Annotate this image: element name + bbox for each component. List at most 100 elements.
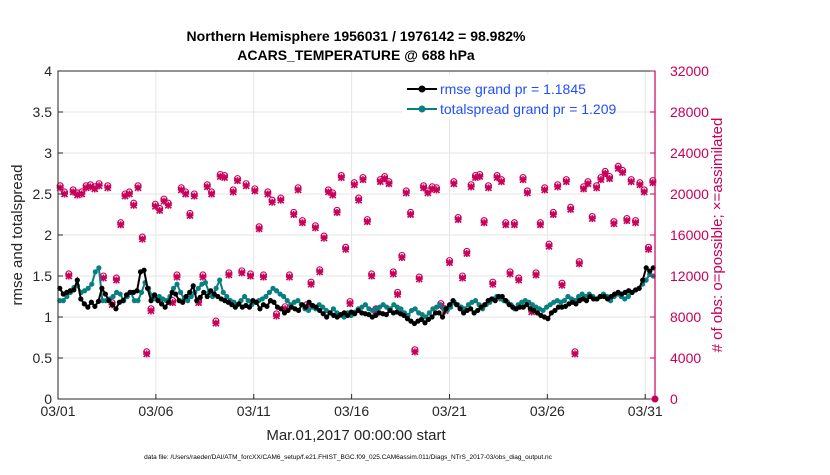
- assimilated-obs-point: [177, 186, 185, 194]
- assimilated-obs-point: [238, 269, 246, 277]
- legend-rmse-marker: [418, 85, 426, 93]
- assimilated-obs-point: [480, 219, 488, 227]
- totalspread-point: [540, 307, 546, 314]
- rmse-point: [418, 316, 425, 323]
- rmse-point: [383, 311, 389, 318]
- totalspread-point: [89, 281, 95, 287]
- rmse-point: [457, 306, 463, 312]
- totalspread-point: [398, 306, 404, 312]
- rmse-point: [204, 293, 210, 300]
- right-y-tick-label: 0: [670, 391, 678, 407]
- assimilated-obs-point: [536, 221, 544, 229]
- assimilated-obs-point: [381, 175, 389, 183]
- totalspread-point: [263, 293, 269, 300]
- assimilated-obs-point: [467, 183, 475, 191]
- totalspread-point: [625, 293, 631, 300]
- rmse-point: [636, 285, 642, 291]
- totalspread-point: [131, 298, 138, 304]
- assimilated-obs-point: [212, 319, 220, 327]
- assimilated-obs-point: [190, 192, 198, 200]
- right-y-tick-label: 24000: [670, 145, 709, 161]
- rmse-point: [492, 298, 498, 304]
- rmse-point: [313, 304, 319, 310]
- assimilated-obs-series: [56, 164, 657, 358]
- rmse-point: [345, 312, 351, 318]
- assimilated-obs-point: [463, 249, 471, 258]
- assimilated-obs-point: [614, 164, 622, 172]
- assimilated-obs-point: [593, 184, 601, 192]
- totalspread-point: [96, 265, 102, 271]
- assimilated-obs-point: [186, 211, 194, 220]
- rmse-point: [643, 265, 649, 271]
- assimilated-obs-point: [432, 186, 441, 194]
- rmse-point: [271, 299, 277, 305]
- left-y-tick-label: 0.5: [33, 350, 53, 366]
- rmse-point: [208, 288, 214, 294]
- rmse-point: [524, 302, 530, 308]
- totalspread-point: [170, 285, 177, 291]
- rmse-point: [95, 298, 101, 305]
- rmse-point: [436, 310, 442, 316]
- assimilated-obs-point: [562, 178, 570, 186]
- assimilated-obs-point: [233, 177, 242, 185]
- rmse-point: [232, 304, 238, 310]
- rmse-point: [264, 303, 270, 309]
- rmse-point: [78, 296, 84, 302]
- assimilated-obs-point: [411, 348, 419, 356]
- assimilated-obs-point: [242, 182, 250, 190]
- assimilated-obs-point: [588, 215, 596, 223]
- x-tick-label: 03/11: [237, 403, 271, 419]
- assimilated-obs-point: [627, 178, 635, 186]
- rmse-point: [183, 293, 189, 300]
- assimilated-obs-point: [523, 189, 531, 197]
- totalspread-point: [245, 298, 251, 304]
- totalspread-point: [330, 306, 337, 312]
- left-y-tick-label: 1.5: [33, 268, 53, 284]
- rmse-point: [173, 291, 179, 297]
- rmse-point: [401, 312, 407, 318]
- assimilated-obs-point: [311, 224, 319, 232]
- x-tick-label: 03/21: [432, 403, 467, 419]
- assimilated-obs-point: [554, 183, 562, 191]
- rmse-point: [475, 307, 481, 314]
- x-tick-label: 03/01: [40, 403, 75, 419]
- assimilated-obs-point: [60, 190, 69, 198]
- x-tick-label: 03/16: [334, 403, 369, 419]
- left-y-tick-label: 1: [44, 309, 52, 325]
- totalspread-point: [85, 285, 91, 291]
- rmse-point: [499, 293, 505, 300]
- assimilated-obs-point: [225, 271, 233, 279]
- right-y-tick-label: 32000: [670, 63, 709, 79]
- assimilated-obs-point: [597, 176, 605, 184]
- rmse-point: [148, 298, 154, 304]
- totalspread-point: [213, 285, 219, 291]
- assimilated-obs-point: [601, 169, 609, 178]
- rmse-point: [102, 291, 109, 297]
- rmse-point: [166, 299, 172, 305]
- assimilated-obs-point: [285, 273, 294, 281]
- assimilated-obs-point: [532, 271, 540, 279]
- chart-title-line2: ACARS_TEMPERATURE @ 688 hPa: [237, 47, 475, 63]
- assimilated-obs-point: [138, 235, 146, 243]
- assimilated-obs-point: [350, 181, 358, 189]
- rmse-point: [158, 301, 165, 307]
- rmse-point: [285, 307, 291, 314]
- assimilated-obs-point: [584, 180, 592, 188]
- assimilated-obs-point: [173, 273, 181, 281]
- x-tick-label: 03/06: [138, 403, 173, 419]
- assimilated-obs-point: [385, 180, 393, 188]
- rmse-point: [439, 314, 446, 320]
- assimilated-obs-point: [78, 190, 86, 198]
- rmse-point: [88, 299, 94, 305]
- assimilated-obs-point: [519, 176, 527, 184]
- left-y-tick-label: 2: [44, 227, 52, 243]
- assimilated-obs-point: [268, 198, 276, 206]
- left-y-tick-label: 2.5: [33, 186, 53, 202]
- totalspread-point: [472, 298, 479, 304]
- assimilated-obs-point: [290, 210, 298, 219]
- assimilated-obs-point: [580, 185, 588, 193]
- totalspread-point: [295, 298, 301, 304]
- assimilated-obs-point: [104, 184, 112, 192]
- assimilated-obs-point: [359, 176, 367, 184]
